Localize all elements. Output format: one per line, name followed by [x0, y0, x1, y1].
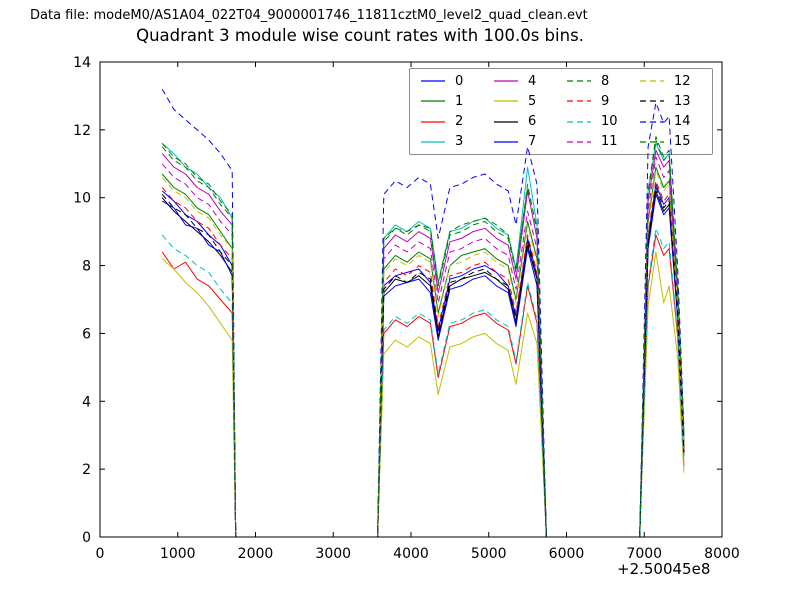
x-tick-label: 4000 — [393, 546, 429, 562]
series-line-2 — [161, 234, 685, 538]
x-tick-label: 6000 — [549, 546, 585, 562]
legend-item-8: 8 — [566, 71, 639, 91]
series-line-8 — [161, 139, 685, 538]
series-line-5 — [161, 251, 685, 538]
legend-line-sample — [494, 141, 518, 143]
legend-line-sample — [567, 120, 591, 123]
legend-label: 1 — [455, 93, 464, 109]
y-tick-label: 6 — [82, 326, 91, 342]
x-tick-label: 0 — [96, 546, 105, 562]
series-line-3 — [161, 142, 685, 538]
legend-line-sample — [494, 100, 518, 103]
x-axis-offset-label: +2.50045e8 — [617, 560, 711, 578]
legend-item-11: 11 — [566, 132, 639, 152]
legend-item-9: 9 — [566, 91, 639, 111]
legend-line-sample — [640, 80, 664, 82]
legend-line-sample — [640, 120, 664, 123]
y-tick-label: 4 — [82, 394, 91, 410]
series-line-4 — [161, 149, 685, 538]
legend-label: 8 — [601, 73, 610, 89]
legend-label: 11 — [601, 134, 618, 150]
series-line-11 — [161, 156, 685, 538]
legend-label: 2 — [455, 114, 464, 130]
legend-line-sample — [640, 100, 664, 103]
y-tick-label: 14 — [73, 55, 91, 71]
y-tick-label: 10 — [73, 191, 91, 207]
x-tick-label: 8000 — [704, 546, 740, 562]
legend-item-7: 7 — [493, 132, 566, 152]
legend-item-2: 2 — [420, 112, 493, 132]
axes-frame — [99, 61, 723, 538]
legend-item-6: 6 — [493, 112, 566, 132]
x-tick-label: 5000 — [471, 546, 507, 562]
legend-item-3: 3 — [420, 132, 493, 152]
legend-item-0: 0 — [420, 71, 493, 91]
legend-label: 15 — [674, 134, 691, 150]
legend-item-10: 10 — [566, 112, 639, 132]
y-tick-label: 0 — [82, 530, 91, 546]
y-tick-label: 8 — [82, 259, 91, 275]
legend-label: 5 — [528, 93, 537, 109]
legend-label: 14 — [674, 114, 691, 130]
legend-line-sample — [567, 100, 591, 103]
legend-line-sample — [567, 141, 591, 143]
legend-line-sample — [494, 120, 518, 123]
legend-label: 10 — [601, 114, 618, 130]
x-tick-label: 2000 — [238, 546, 274, 562]
series-line-14 — [161, 88, 685, 538]
series-line-1 — [161, 166, 685, 538]
series-line-6 — [161, 190, 685, 538]
legend-line-sample — [421, 80, 445, 82]
legend-item-4: 4 — [493, 71, 566, 91]
series-line-12 — [161, 170, 685, 538]
legend-item-5: 5 — [493, 91, 566, 111]
legend-label: 0 — [455, 73, 464, 89]
legend-label: 9 — [601, 93, 610, 109]
datafile-label: Data file: modeM0/AS1A04_022T04_90000017… — [30, 8, 588, 23]
legend-line-sample — [494, 80, 518, 82]
legend-label: 6 — [528, 114, 537, 130]
legend-label: 7 — [528, 134, 537, 150]
legend-label: 3 — [455, 134, 464, 150]
series-line-0 — [161, 183, 685, 538]
legend-item-14: 14 — [639, 112, 712, 132]
legend-label: 12 — [674, 73, 691, 89]
series-line-15 — [161, 136, 685, 538]
legend-item-12: 12 — [639, 71, 712, 91]
x-tick-label: 1000 — [160, 546, 196, 562]
legend-item-13: 13 — [639, 91, 712, 111]
series-line-13 — [161, 187, 685, 538]
chart-title: Quadrant 3 module wise count rates with … — [136, 26, 584, 45]
legend-label: 13 — [674, 93, 691, 109]
series-line-7 — [161, 193, 685, 538]
x-tick-label: 3000 — [315, 546, 351, 562]
legend-label: 4 — [528, 73, 537, 89]
legend-line-sample — [421, 120, 445, 123]
legend-line-sample — [640, 141, 664, 143]
legend-line-sample — [567, 80, 591, 82]
legend-line-sample — [421, 100, 445, 103]
legend: 0 1 2 3 4 5 6 7 8 9 10 11 12 13 14 15 — [409, 68, 713, 155]
y-tick-label: 12 — [73, 123, 91, 139]
legend-line-sample — [421, 141, 445, 143]
x-tick-label: 7000 — [626, 546, 662, 562]
y-tick-label: 2 — [82, 462, 91, 478]
legend-item-1: 1 — [420, 91, 493, 111]
legend-item-15: 15 — [639, 132, 712, 152]
